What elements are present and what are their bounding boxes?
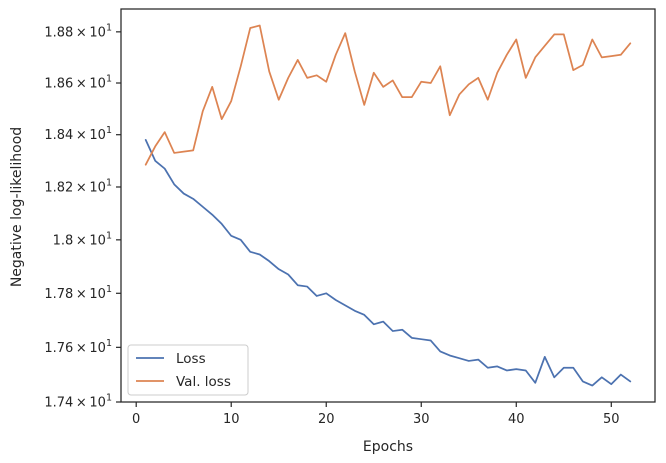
y-tick-base: 10 <box>89 287 106 302</box>
y-tick-times: × <box>73 287 89 302</box>
y-tick-base: 10 <box>89 77 106 92</box>
x-tick-label: 10 <box>223 412 240 427</box>
y-tick-times: × <box>73 25 89 40</box>
y-tick-base: 10 <box>89 396 106 411</box>
y-tick-times: × <box>73 77 89 92</box>
y-tick-mantissa: 1.76 <box>44 341 73 356</box>
y-tick-mantissa: 1.82 <box>44 180 73 195</box>
y-tick-exponent: 1 <box>106 338 112 349</box>
y-tick-exponent: 1 <box>106 74 112 85</box>
y-tick-exponent: 1 <box>106 284 112 295</box>
x-tick-label: 20 <box>318 412 335 427</box>
y-tick-label: 1.76 × 101 <box>44 338 112 356</box>
y-axis-label: Negative log-likelihood <box>9 127 25 287</box>
y-tick-base: 10 <box>89 25 106 40</box>
series-line-val-loss <box>144 24 632 166</box>
y-tick-mantissa: 1.78 <box>44 287 73 302</box>
legend: Loss Val. loss <box>127 344 249 396</box>
legend-label-val-loss: Val. loss <box>176 374 231 390</box>
y-tick-exponent: 1 <box>106 125 112 136</box>
x-tick-label: 40 <box>508 412 525 427</box>
y-tick-times: × <box>73 396 89 411</box>
y-tick-exponent: 1 <box>106 177 112 188</box>
y-tick-exponent: 1 <box>106 22 112 33</box>
y-tick-label: 1.78 × 101 <box>44 284 112 302</box>
y-tick-exponent: 1 <box>106 230 112 241</box>
y-tick-times: × <box>73 128 89 143</box>
y-tick-mantissa: 1.74 <box>44 396 73 411</box>
y-tick-base: 10 <box>89 128 106 143</box>
y-tick-mantissa: 1.8 <box>53 233 74 248</box>
series-line-loss <box>144 139 632 387</box>
y-tick-mantissa: 1.86 <box>44 77 73 92</box>
plot-frame <box>120 8 656 403</box>
y-tick-mantissa: 1.84 <box>44 128 73 143</box>
x-tick-label: 50 <box>603 412 620 427</box>
y-tick-label: 1.82 × 101 <box>44 177 112 195</box>
y-tick-label: 1.86 × 101 <box>44 74 112 92</box>
y-tick-label: 1.88 × 101 <box>44 22 112 40</box>
legend-label-loss: Loss <box>176 351 206 367</box>
x-axis: 0 10 20 30 40 50 <box>132 402 620 427</box>
y-tick-base: 10 <box>89 180 106 195</box>
series-layer <box>144 24 632 387</box>
x-tick-label: 30 <box>413 412 430 427</box>
x-tick-label: 0 <box>132 412 140 427</box>
x-axis-label: Epochs <box>363 439 413 455</box>
y-tick-base: 10 <box>89 233 106 248</box>
y-tick-times: × <box>73 341 89 356</box>
y-tick-label: 1.84 × 101 <box>44 125 112 143</box>
y-tick-mantissa: 1.88 <box>44 25 73 40</box>
y-tick-times: × <box>73 180 89 195</box>
y-tick-times: × <box>73 233 89 248</box>
y-tick-label: 1.8 × 101 <box>53 230 112 248</box>
y-tick-base: 10 <box>89 341 106 356</box>
y-tick-label: 1.74 × 101 <box>44 393 112 411</box>
y-tick-exponent: 1 <box>106 393 112 404</box>
